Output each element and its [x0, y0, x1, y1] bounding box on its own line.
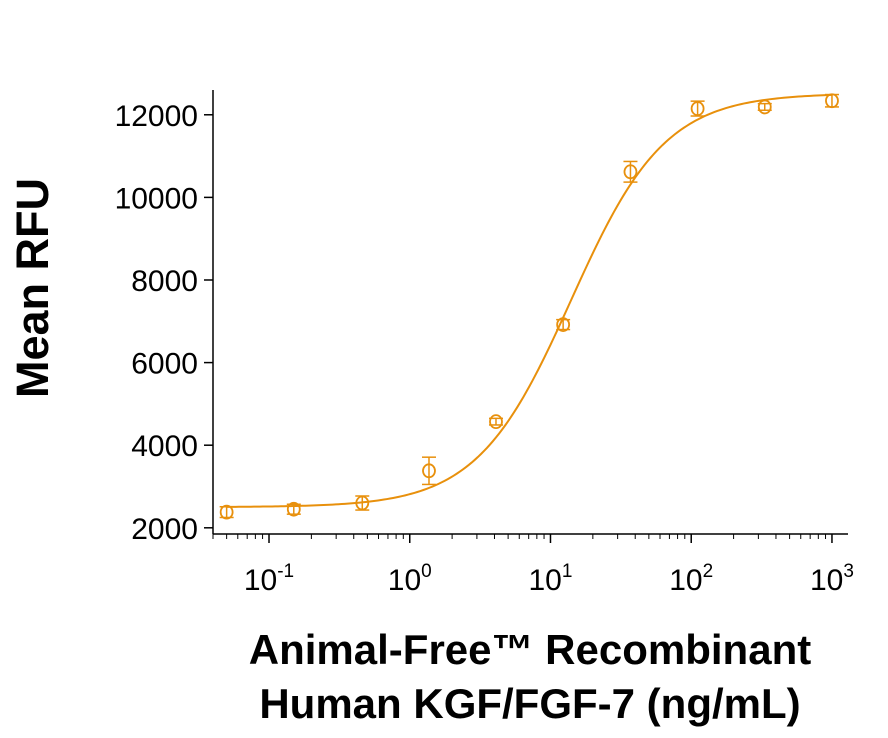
x-axis-title-line-1: Animal-Free™ Recombinant [249, 626, 811, 673]
fit-curve [226, 93, 832, 508]
fit-curve-layer [226, 93, 832, 508]
data-points-layer [219, 93, 839, 520]
x-tick-label: 101 [529, 561, 573, 597]
axes [204, 90, 848, 543]
data-point [355, 495, 370, 511]
data-point [219, 504, 234, 520]
data-point [690, 101, 705, 116]
data-point [489, 414, 503, 430]
y-tick-label: 12000 [115, 100, 198, 133]
data-point [286, 501, 301, 517]
data-point [825, 93, 839, 109]
x-tick-label: 100 [388, 561, 432, 597]
y-tick-label: 6000 [131, 348, 198, 381]
x-tick-label: 10-1 [244, 561, 294, 597]
data-point [757, 99, 772, 115]
data-point [623, 164, 638, 180]
y-tick-label: 4000 [131, 430, 198, 463]
x-tick-label: 103 [810, 561, 854, 597]
y-tick-label: 2000 [131, 513, 198, 546]
y-tick-label: 8000 [131, 265, 198, 298]
y-axis-title: Mean RFU [7, 178, 58, 398]
x-tick-label: 102 [669, 561, 713, 597]
data-point [422, 463, 436, 479]
y-tick-label: 10000 [115, 182, 198, 215]
data-point [556, 317, 571, 332]
tick-labels-layer: 2000 4000 6000 8000 10000 12000 10-1 100 101 102 1… [115, 100, 854, 597]
x-axis-title-line-2: Human KGF/FGF-7 (ng/mL) [259, 680, 800, 727]
